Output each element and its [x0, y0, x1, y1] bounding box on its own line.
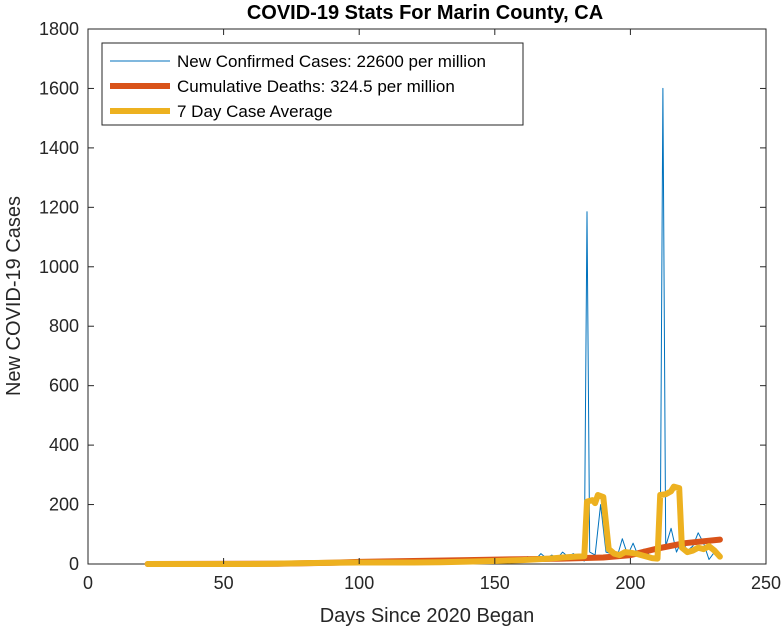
y-tick-label: 600 [49, 376, 79, 396]
y-tick-label: 1800 [39, 19, 79, 39]
x-tick-label: 250 [751, 573, 781, 593]
y-tick-label: 1200 [39, 197, 79, 217]
legend-box [101, 42, 524, 126]
y-tick-label: 0 [69, 554, 79, 574]
y-tick-label: 1600 [39, 78, 79, 98]
x-tick-label: 100 [344, 573, 374, 593]
legend-label-3: 7 Day Case Average [177, 102, 333, 121]
y-tick-label: 200 [49, 495, 79, 515]
chart-title: COVID-19 Stats For Marin County, CA [247, 2, 603, 24]
y-tick-label: 400 [49, 435, 79, 455]
x-tick-label: 200 [615, 573, 645, 593]
legend-label-2: Cumulative Deaths: 324.5 per million [177, 77, 455, 96]
y-axis-label: New COVID-19 Cases [3, 196, 25, 396]
x-tick-label: 50 [214, 573, 234, 593]
x-axis-label: Days Since 2020 Began [320, 605, 535, 627]
legend-label-1: New Confirmed Cases: 22600 per million [177, 52, 486, 71]
legend: New Confirmed Cases: 22600 per million Cu… [101, 42, 524, 126]
y-tick-label: 800 [49, 316, 79, 336]
y-tick-label: 1400 [39, 138, 79, 158]
x-tick-label: 0 [83, 573, 93, 593]
y-tick-label: 1000 [39, 257, 79, 277]
x-tick-label: 150 [480, 573, 510, 593]
series-line-3 [144, 483, 723, 567]
